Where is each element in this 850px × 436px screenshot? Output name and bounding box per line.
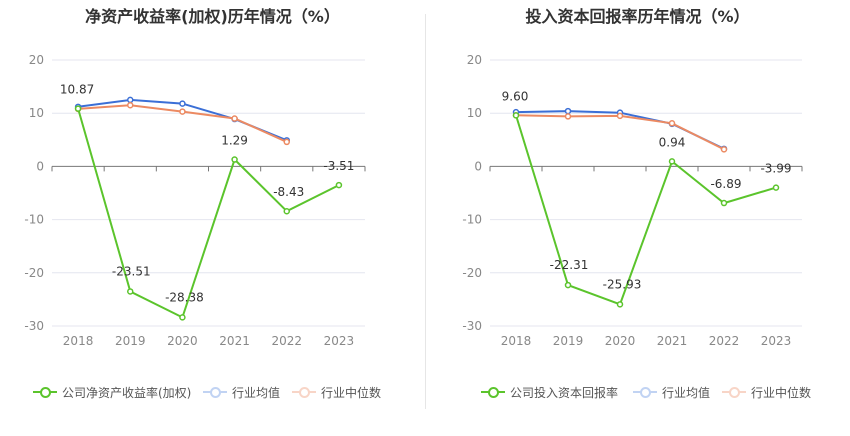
data-label: -23.51 xyxy=(112,264,151,278)
legend-swatch-icon xyxy=(481,386,505,398)
legend-dot-mark xyxy=(299,387,310,398)
legend-item-company[interactable]: 公司净资产收益率(加权) xyxy=(33,383,191,401)
y-tick-label: 0 xyxy=(474,159,482,173)
y-tick-label: -30 xyxy=(462,319,482,333)
data-point xyxy=(616,301,624,308)
x-tick-label: 2018 xyxy=(501,334,532,348)
data-point xyxy=(231,156,238,163)
y-tick-label: 10 xyxy=(29,106,44,120)
data-point xyxy=(335,181,343,189)
x-tick-label: 2023 xyxy=(324,334,355,348)
chart-title: 净资产收益率(加权)历年情况（%） xyxy=(85,7,340,26)
legend-swatch-icon xyxy=(722,386,746,398)
data-label: -3.51 xyxy=(323,159,354,173)
legend-item-company[interactable]: 公司投入资本回报率 xyxy=(481,383,618,401)
data-point xyxy=(564,107,572,115)
x-tick-label: 2023 xyxy=(761,334,792,348)
data-point xyxy=(616,112,624,120)
legend-label: 行业中位数 xyxy=(751,385,812,400)
data-point xyxy=(668,158,676,165)
y-tick-label: -30 xyxy=(24,319,44,333)
data-label: 0.94 xyxy=(659,135,686,149)
data-point xyxy=(179,108,186,115)
y-tick-label: -10 xyxy=(24,213,44,227)
legend-label: 行业均值 xyxy=(232,385,281,400)
data-point xyxy=(720,199,728,207)
y-tick-label: 0 xyxy=(36,159,44,173)
chart-legend: 公司投入资本回报率 行业均值 行业中位数 xyxy=(425,383,850,401)
series-line xyxy=(77,108,340,319)
chart-legend: 公司净资产收益率(加权) 行业均值 行业中位数 xyxy=(0,383,425,401)
legend-item-industry-median[interactable]: 行业中位数 xyxy=(722,383,811,401)
legend-label: 公司净资产收益率(加权) xyxy=(62,385,192,400)
legend-swatch-icon xyxy=(292,386,316,398)
legend-label: 公司投入资本回报率 xyxy=(510,385,619,400)
data-point xyxy=(127,101,134,109)
series-line xyxy=(515,115,777,306)
data-point xyxy=(564,113,572,120)
x-tick-label: 2020 xyxy=(605,334,636,348)
data-point xyxy=(283,207,290,215)
data-label: -3.99 xyxy=(760,162,791,176)
legend-swatch-icon xyxy=(203,386,227,398)
x-tick-label: 2022 xyxy=(709,334,740,348)
x-tick-label: 2018 xyxy=(63,334,94,348)
panel-divider xyxy=(425,14,426,409)
data-point xyxy=(283,138,290,146)
data-point xyxy=(127,96,134,104)
legend-dot-mark xyxy=(640,387,651,398)
data-point xyxy=(179,314,186,321)
x-tick-label: 2019 xyxy=(115,334,146,348)
data-point xyxy=(127,288,134,295)
data-point xyxy=(772,184,780,191)
data-point xyxy=(668,120,676,127)
data-point xyxy=(512,112,520,119)
x-tick-label: 2019 xyxy=(553,334,584,348)
legend-swatch-icon xyxy=(33,386,57,398)
y-tick-label: 20 xyxy=(29,53,44,67)
legend-item-industry-mean[interactable]: 行业均值 xyxy=(633,383,710,401)
data-point xyxy=(74,105,82,112)
data-point xyxy=(564,281,572,289)
data-label: -6.89 xyxy=(710,177,741,191)
x-tick-label: 2022 xyxy=(271,334,302,348)
data-label: 9.60 xyxy=(502,89,529,103)
legend-item-industry-median[interactable]: 行业中位数 xyxy=(292,383,381,401)
y-tick-label: 20 xyxy=(467,53,482,67)
roe-line-chart: 20 10 0 -10 -20 -30 2018 2019 2020 2021 2022 2023 10… xyxy=(24,53,366,348)
y-tick-label: 10 xyxy=(467,106,482,120)
legend-item-industry-mean[interactable]: 行业均值 xyxy=(203,383,280,401)
y-tick-label: -20 xyxy=(24,266,44,280)
legend-dot-mark xyxy=(40,387,51,398)
legend-label: 行业均值 xyxy=(662,385,711,400)
data-point xyxy=(179,100,186,107)
legend-dot-mark xyxy=(210,387,221,398)
legend-swatch-icon xyxy=(633,386,657,398)
legend-label: 行业中位数 xyxy=(321,385,382,400)
data-label: 10.87 xyxy=(60,83,94,97)
legend-dot-mark xyxy=(488,387,499,398)
data-label: -22.31 xyxy=(550,258,589,272)
data-label: 1.29 xyxy=(221,134,248,148)
chart-title: 投入资本回报率历年情况（%） xyxy=(525,7,750,26)
data-label: -8.43 xyxy=(273,185,304,199)
data-label: -25.93 xyxy=(603,277,642,291)
y-tick-label: -20 xyxy=(462,266,482,280)
x-tick-label: 2021 xyxy=(657,334,688,348)
roe-chart-panel: 净资产收益率(加权)历年情况（%） 20 10 0 -10 -20 -30 2018 2019… xyxy=(0,7,425,401)
x-tick-label: 2021 xyxy=(219,334,250,348)
roic-line-chart: 20 10 0 -10 -20 -30 2018 2019 2020 2021 2022 2023 9.… xyxy=(462,53,803,348)
x-tick-label: 2020 xyxy=(167,334,198,348)
y-tick-label: -10 xyxy=(462,213,482,227)
legend-dot-mark xyxy=(729,387,740,398)
roic-chart-panel: 投入资本回报率历年情况（%） 20 10 0 -10 -20 -30 2018 2019 202… xyxy=(425,0,850,436)
series-line xyxy=(515,114,725,151)
data-label: -28.38 xyxy=(165,290,204,304)
data-point xyxy=(231,115,238,122)
data-point xyxy=(720,146,728,153)
